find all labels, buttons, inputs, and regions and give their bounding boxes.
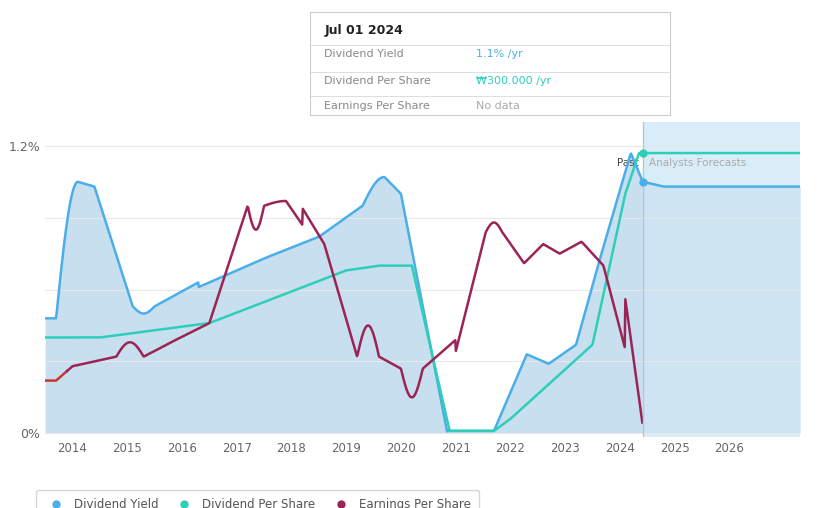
Text: Analysts Forecasts: Analysts Forecasts: [649, 157, 746, 168]
Text: Dividend Yield: Dividend Yield: [324, 49, 404, 59]
Text: Jul 01 2024: Jul 01 2024: [324, 24, 403, 38]
Text: Earnings Per Share: Earnings Per Share: [324, 101, 430, 111]
Text: 1.1% /yr: 1.1% /yr: [475, 49, 522, 59]
Text: Dividend Per Share: Dividend Per Share: [324, 76, 431, 86]
Text: No data: No data: [475, 101, 520, 111]
Text: Past: Past: [617, 157, 639, 168]
Bar: [643, 122, 800, 437]
Legend: Dividend Yield, Dividend Per Share, Earnings Per Share: Dividend Yield, Dividend Per Share, Earn…: [36, 490, 479, 508]
Text: ₩300.000 /yr: ₩300.000 /yr: [475, 76, 551, 86]
